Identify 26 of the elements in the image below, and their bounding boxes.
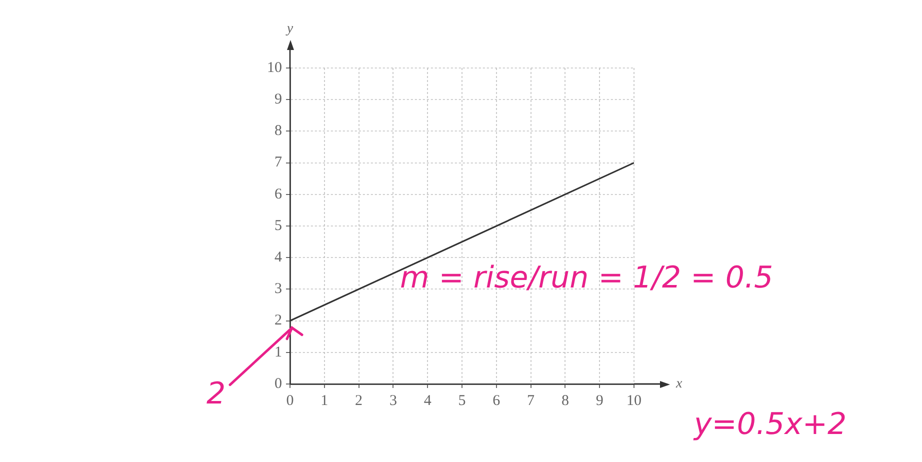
- x-tick-label: 6: [492, 392, 501, 409]
- x-tick-label: 3: [389, 392, 397, 409]
- y-tick-label: 7: [274, 154, 282, 171]
- annotation: m = rise/run = 1/2 = 0.5: [400, 260, 774, 296]
- x-tick-label: 9: [596, 392, 604, 409]
- x-tick-label: 5: [458, 392, 466, 409]
- x-tick-label: 7: [527, 392, 536, 409]
- x-tick-label: 1: [320, 392, 328, 409]
- x-tick-label: 2: [355, 392, 363, 409]
- y-tick-label: 6: [274, 186, 282, 202]
- y-tick-label: 8: [274, 123, 282, 140]
- y-tick-label: 4: [274, 250, 282, 266]
- x-tick-label: 4: [424, 392, 432, 409]
- y-tick-label: 2: [274, 312, 282, 329]
- x-axis-title: x: [675, 376, 683, 392]
- y-tick-label: 10: [267, 60, 282, 76]
- y-tick-label: 0: [274, 376, 282, 392]
- x-tick-label: 10: [626, 392, 642, 409]
- y-tick-label: 1: [274, 344, 282, 360]
- y-tick-label: 5: [274, 218, 282, 234]
- y-axis-title: y: [284, 22, 294, 37]
- y-tick-label: 3: [274, 281, 282, 298]
- x-tick-label: 8: [561, 392, 569, 409]
- y-tick-label: 9: [274, 92, 282, 108]
- text: y=0.5x+2: [693, 406, 847, 442]
- x-tick-label: 0: [286, 392, 294, 409]
